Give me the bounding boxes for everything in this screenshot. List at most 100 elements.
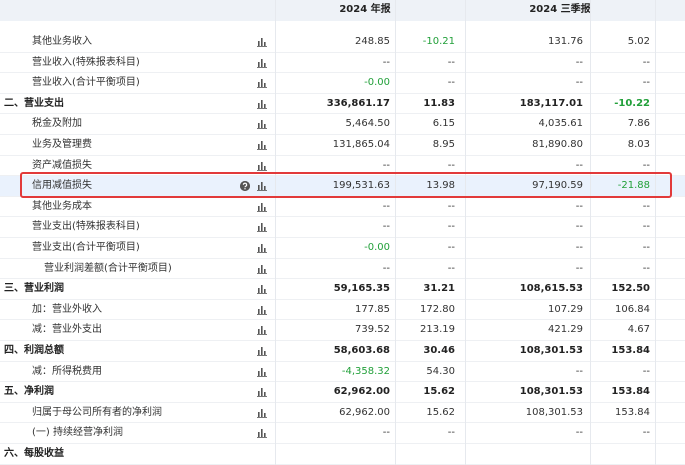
value-cell: 6.15: [432, 118, 455, 130]
value-cell: 108,301.53: [519, 345, 583, 356]
table-row: 六、每股收益: [0, 444, 685, 465]
value-cell: --: [447, 427, 455, 439]
value-cell: --: [447, 221, 455, 233]
value-cell: 7.86: [627, 118, 650, 130]
value-cell: 13.98: [426, 180, 455, 192]
table-row: 营业支出(合计平衡项目) -0.00 -- -- --: [0, 238, 685, 259]
column-header: 2024 年报: [339, 4, 391, 15]
row-label: 归属于母公司所有者的净利润: [32, 406, 162, 418]
chart-icon[interactable]: [257, 305, 267, 315]
chart-icon[interactable]: [257, 140, 267, 150]
table-header: 2024 年报 2024 三季报: [0, 0, 685, 21]
table-row: 营业支出(特殊报表科目) -- -- -- --: [0, 217, 685, 238]
value-cell: 421.29: [548, 324, 583, 336]
column-divider: [655, 0, 656, 465]
value-cell: --: [575, 77, 583, 89]
value-cell: --: [575, 427, 583, 439]
chart-icon[interactable]: [257, 202, 267, 212]
value-cell: 4,035.61: [538, 118, 583, 130]
chart-icon[interactable]: [257, 181, 267, 192]
chart-icon[interactable]: [257, 284, 267, 295]
value-cell: 153.84: [611, 345, 650, 356]
table-row: 加：营业外收入 177.85 172.80 107.29 106.84: [0, 300, 685, 321]
table-row: 减：营业外支出 739.52 213.19 421.29 4.67: [0, 320, 685, 341]
row-label: 三、营业利润: [4, 283, 64, 295]
chart-icon[interactable]: [257, 37, 267, 47]
value-cell: -21.88: [617, 180, 650, 192]
table-row: 五、净利润 62,962.00 15.62 108,301.53 153.84: [0, 382, 685, 403]
highlight-frame: [20, 172, 672, 198]
value-cell: --: [447, 262, 455, 274]
value-cell: 4.67: [627, 324, 650, 336]
value-cell: --: [575, 159, 583, 171]
table-row: 营业收入(特殊报表科目) -- -- -- --: [0, 53, 685, 74]
row-label: 营业收入(合计平衡项目): [32, 77, 140, 89]
chart-icon[interactable]: [257, 222, 267, 233]
row-label: 业务及管理费: [32, 139, 92, 150]
row-label: 其他业务成本: [32, 200, 92, 212]
row-label: 营业收入(特殊报表科目): [32, 56, 140, 68]
value-cell: 108,615.53: [519, 283, 583, 295]
column-divider: [590, 0, 591, 465]
chart-icon[interactable]: [257, 428, 267, 439]
value-cell: --: [642, 200, 650, 212]
column-header: 2024 三季报: [529, 4, 591, 15]
value-cell: --: [575, 221, 583, 233]
value-cell: --: [575, 242, 583, 253]
value-cell: 31.21: [423, 283, 455, 295]
value-cell: 54.30: [426, 365, 455, 377]
value-cell: 107.29: [548, 303, 583, 315]
chart-icon[interactable]: [257, 99, 267, 109]
chart-icon[interactable]: [257, 408, 267, 418]
chart-icon[interactable]: [257, 161, 267, 171]
value-cell: 5,464.50: [345, 118, 390, 130]
value-cell: --: [382, 56, 390, 68]
value-cell: 30.46: [423, 345, 455, 356]
chart-icon[interactable]: [257, 264, 267, 274]
value-cell: 58,603.68: [333, 345, 390, 356]
value-cell: 213.19: [420, 324, 455, 336]
chart-icon[interactable]: [257, 367, 267, 377]
value-cell: 15.62: [423, 386, 455, 398]
chart-icon[interactable]: [257, 119, 267, 130]
value-cell: --: [642, 427, 650, 439]
row-label: (一) 持续经营净利润: [32, 427, 123, 439]
row-label: 营业支出(特殊报表科目): [32, 221, 140, 233]
value-cell: 177.85: [355, 303, 390, 315]
value-cell: -0.00: [364, 242, 390, 253]
value-cell: 183,117.01: [519, 97, 583, 109]
value-cell: --: [575, 262, 583, 274]
value-cell: --: [642, 365, 650, 377]
chart-icon[interactable]: [257, 243, 267, 253]
chart-icon[interactable]: [257, 58, 267, 68]
value-cell: -10.22: [614, 97, 650, 109]
column-divider: [395, 0, 396, 465]
chart-icon[interactable]: [257, 78, 267, 89]
row-label: 四、利润总额: [4, 345, 64, 356]
value-cell: --: [447, 200, 455, 212]
chart-icon[interactable]: [257, 387, 267, 398]
value-cell: --: [575, 200, 583, 212]
value-cell: --: [382, 427, 390, 439]
value-cell: 131,865.04: [332, 139, 390, 150]
value-cell: --: [642, 56, 650, 68]
value-cell: --: [382, 262, 390, 274]
value-cell: 8.95: [432, 139, 455, 150]
value-cell: 59,165.35: [333, 283, 390, 295]
value-cell: --: [447, 77, 455, 89]
table-row: (一) 持续经营净利润 -- -- -- --: [0, 423, 685, 444]
value-cell: --: [642, 221, 650, 233]
row-label: 二、营业支出: [4, 97, 64, 109]
row-label: 营业支出(合计平衡项目): [32, 242, 140, 253]
row-label: 其他业务收入: [32, 36, 92, 47]
table-row: 营业收入(合计平衡项目) -0.00 -- -- --: [0, 73, 685, 94]
chart-icon[interactable]: [257, 325, 267, 336]
help-icon[interactable]: [240, 181, 250, 192]
chart-icon[interactable]: [257, 346, 267, 356]
value-cell: --: [447, 159, 455, 171]
value-cell: 336,861.17: [326, 97, 390, 109]
value-cell: --: [642, 159, 650, 171]
row-label: 税金及附加: [32, 118, 82, 130]
table-row: 其他业务成本 -- -- -- --: [0, 197, 685, 218]
